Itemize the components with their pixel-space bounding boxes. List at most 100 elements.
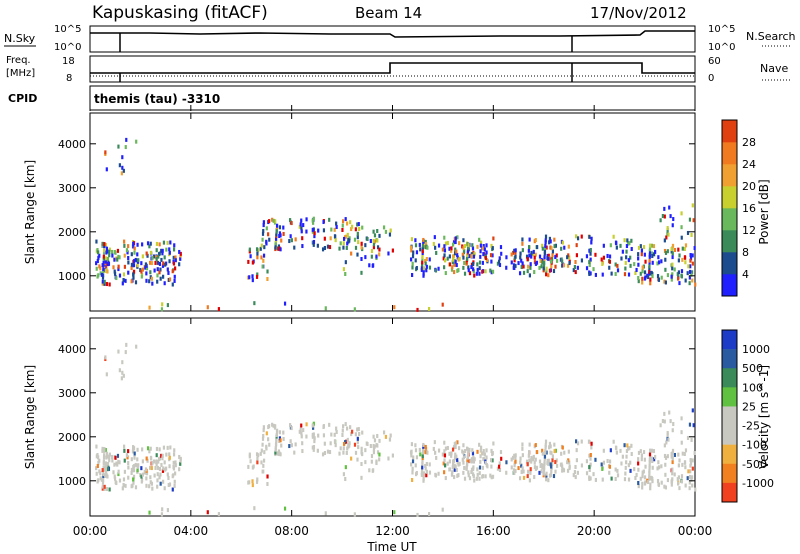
power-cell: [174, 255, 177, 260]
velocity-cell: [261, 436, 265, 441]
velocity-cell: [101, 448, 104, 453]
velocity-cell: [690, 437, 693, 442]
power-cell: [437, 243, 441, 248]
power-cell: [422, 271, 425, 276]
velocity-cell: [589, 452, 592, 457]
velocity-cell: [130, 457, 133, 462]
power-cell: [451, 242, 455, 247]
velocity-cell: [521, 466, 524, 471]
power-cell: [422, 266, 425, 271]
velocity-cell: [575, 458, 578, 463]
velocity-cell: [641, 485, 644, 490]
colorbar-segment: [722, 164, 737, 187]
power-cell: [301, 236, 304, 241]
power-cell: [519, 251, 522, 256]
power-cell: [99, 271, 102, 276]
power-cell: [164, 262, 167, 267]
velocity-cell: [666, 431, 669, 436]
velocity-cell: [132, 446, 135, 451]
velocity-cell: [453, 475, 456, 480]
velocity-cell: [148, 449, 151, 454]
power-cell: [451, 260, 454, 265]
power-cell: [601, 261, 604, 266]
velocity-cell: [305, 422, 308, 427]
velocity-cell: [554, 469, 557, 474]
velocity-cell: [172, 466, 176, 471]
power-cell: [350, 251, 353, 256]
power-cell: [561, 240, 564, 245]
velocity-cell: [290, 426, 293, 431]
velocity-cell: [169, 445, 172, 450]
power-cell: [529, 262, 532, 267]
power-cell: [614, 271, 617, 276]
power-cell: [416, 307, 419, 312]
power-cell: [282, 231, 285, 236]
velocity-cell: [410, 453, 413, 458]
power-cell: [360, 245, 363, 250]
power-cell: [562, 263, 566, 268]
velocity-cell: [566, 468, 570, 473]
power-cell: [550, 259, 553, 264]
power-cell: [498, 256, 501, 261]
power-cell: [260, 255, 263, 260]
y-tick-label: 3000: [58, 182, 86, 195]
power-cell: [663, 214, 666, 219]
velocity-cell: [123, 469, 127, 474]
power-cell: [527, 264, 530, 269]
velocity-cell: [657, 465, 661, 470]
velocity-cell: [132, 468, 136, 473]
power-cell: [301, 244, 304, 249]
power-cell: [421, 260, 424, 265]
velocity-cell: [561, 464, 564, 469]
power-cell: [463, 260, 466, 265]
power-cell: [435, 250, 438, 255]
power-cell: [510, 260, 513, 265]
colorbar-segment: [722, 444, 737, 465]
velocity-cell: [376, 443, 379, 448]
velocity-cell: [665, 440, 668, 445]
velocity-cell: [454, 452, 457, 457]
velocity-cell: [453, 456, 457, 461]
velocity-cell: [97, 478, 100, 483]
velocity-cell: [467, 450, 470, 455]
power-cell: [127, 260, 130, 265]
power-cell: [478, 260, 482, 265]
power-cell: [163, 255, 166, 260]
velocity-cell: [425, 473, 428, 478]
power-cell: [350, 227, 353, 232]
velocity-cell: [312, 447, 315, 452]
power-cell: [549, 257, 552, 262]
velocity-cell: [520, 463, 523, 468]
velocity-cell: [348, 441, 351, 446]
velocity-cell: [663, 443, 666, 448]
velocity-cell: [554, 448, 557, 453]
colorbar-segment: [722, 186, 737, 209]
velocity-cell: [144, 467, 148, 472]
power-cell: [641, 265, 644, 270]
freq-label-line2: [MHz]: [6, 68, 35, 79]
velocity-cell: [108, 452, 111, 457]
velocity-cell: [651, 477, 654, 482]
power-cell: [421, 254, 424, 259]
power-cell: [411, 254, 415, 259]
power-cell: [678, 281, 681, 286]
power-cell: [300, 226, 303, 231]
power-cell: [463, 271, 467, 276]
power-cell: [124, 145, 127, 150]
power-cell: [467, 268, 470, 273]
power-cell: [174, 258, 177, 263]
power-cell: [353, 237, 357, 242]
velocity-cell: [590, 441, 593, 446]
power-cell: [629, 255, 632, 260]
power-cell: [608, 265, 611, 270]
power-cell: [313, 234, 316, 239]
power-cell: [424, 245, 427, 250]
power-cell: [560, 246, 563, 251]
velocity-cell: [261, 469, 264, 474]
velocity-cell: [342, 441, 346, 446]
power-cell: [253, 301, 256, 306]
velocity-cell: [289, 439, 292, 444]
power-cell: [101, 281, 104, 286]
